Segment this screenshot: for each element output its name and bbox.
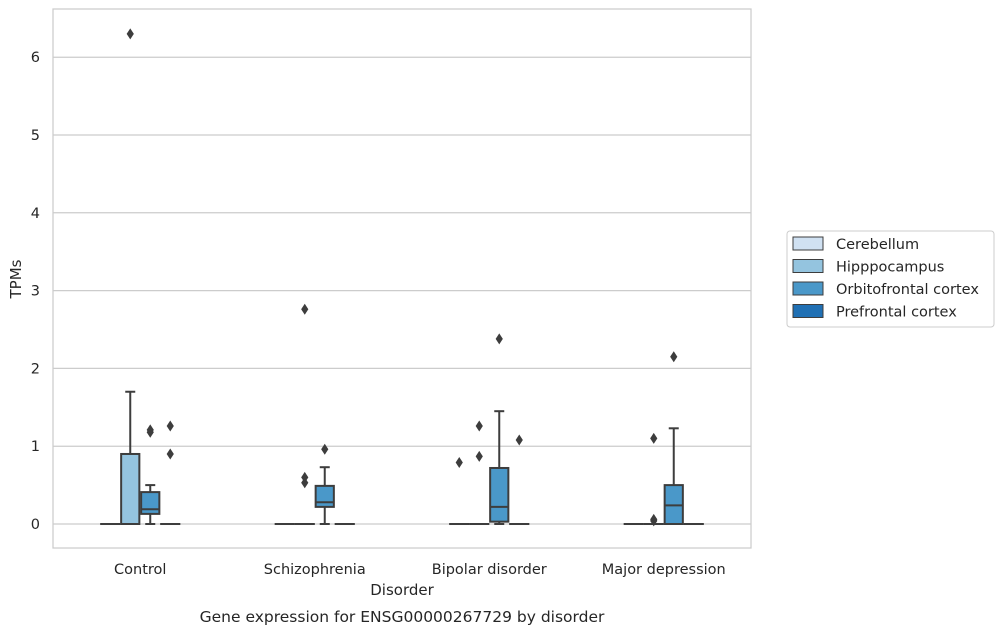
outlier-point — [126, 28, 134, 40]
box-group — [663, 351, 684, 526]
y-axis-label: TPMs — [7, 259, 25, 299]
outlier-point — [650, 432, 658, 444]
box-group — [120, 28, 141, 526]
box-group — [314, 443, 335, 525]
x-tick-label: Control — [114, 562, 166, 578]
box-group — [294, 303, 315, 526]
outlier-point — [495, 333, 503, 345]
box-body — [314, 484, 335, 508]
y-tick-label: 0 — [31, 517, 40, 533]
legend-frame — [786, 230, 995, 328]
box-group — [469, 420, 490, 526]
outlier-point — [301, 303, 309, 315]
y-axis-ticks: 0 1 2 3 4 5 6 — [31, 50, 40, 533]
y-tick-label: 4 — [31, 206, 40, 222]
legend-swatch — [792, 259, 824, 273]
outlier-point — [455, 457, 463, 469]
box-group — [160, 420, 181, 526]
y-tick-label: 3 — [31, 284, 40, 300]
legend-swatch — [792, 304, 824, 318]
x-tick-label: Major depression — [602, 562, 726, 578]
outlier-point — [166, 420, 174, 432]
box-group — [489, 333, 510, 525]
outlier-point — [321, 443, 329, 455]
outlier-point — [670, 351, 678, 363]
y-tick-label: 5 — [31, 128, 40, 144]
grid-lines — [53, 56, 751, 525]
box-series — [100, 28, 704, 527]
plot-frame — [52, 8, 752, 549]
y-tick-label: 1 — [31, 439, 40, 455]
box-group — [643, 432, 664, 527]
legend-label: Hipppocampus — [836, 260, 944, 276]
box-body — [489, 466, 510, 523]
outlier-point — [166, 448, 174, 460]
legend-swatch — [792, 281, 824, 296]
legend-label: Cerebellum — [836, 237, 919, 253]
box-body — [140, 491, 161, 515]
legend: Cerebellum Hipppocampus Orbitofrontal cort… — [786, 230, 995, 328]
outlier-point — [475, 450, 483, 462]
box-body — [120, 452, 141, 526]
legend-label: Prefrontal cortex — [836, 305, 957, 321]
x-tick-label: Bipolar disorder — [432, 562, 547, 578]
box-group — [449, 457, 470, 526]
chart-caption: Gene expression for ENSG00000267729 by d… — [200, 608, 605, 626]
box-group — [509, 434, 530, 526]
outlier-point — [650, 513, 658, 525]
legend-label: Orbitofrontal cortex — [836, 282, 979, 298]
x-tick-label: Schizophrenia — [264, 562, 366, 578]
outlier-point — [475, 420, 483, 432]
y-tick-label: 2 — [31, 361, 40, 377]
x-axis-label: Disorder — [370, 581, 434, 599]
x-axis-ticks: Control Schizophrenia Bipolar disorder Majo… — [114, 562, 726, 578]
y-tick-label: 6 — [31, 50, 40, 66]
legend-swatch — [792, 236, 824, 251]
outlier-point — [301, 471, 309, 483]
outlier-point — [146, 424, 154, 436]
outlier-point — [515, 434, 523, 446]
box-group — [140, 424, 161, 525]
